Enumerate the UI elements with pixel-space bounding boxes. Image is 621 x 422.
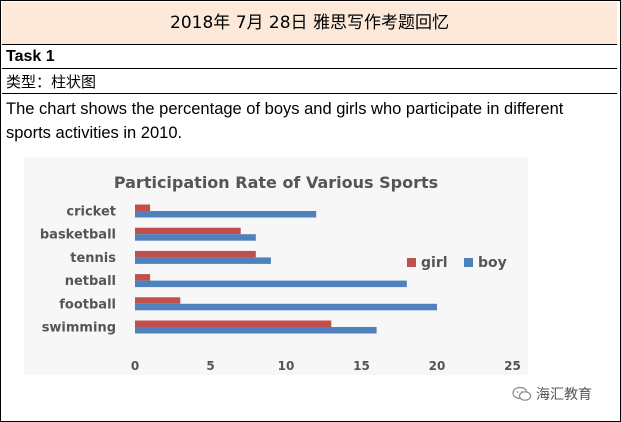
category-label: netball <box>65 274 116 289</box>
chart-image: Participation Rate of Various Sports cri… <box>24 157 528 375</box>
bar-girl-swimming <box>135 320 332 327</box>
x-tick-label: 20 <box>429 359 446 373</box>
x-tick-label: 5 <box>206 359 214 373</box>
x-tick-label: 15 <box>353 359 370 373</box>
legend-swatch-boy <box>464 258 473 267</box>
bar-girl-cricket <box>135 204 151 211</box>
page-title-banner: 2018年 7月 28日 雅思写作考题回忆 <box>2 2 617 45</box>
wechat-icon <box>512 386 532 401</box>
chart-title: Participation Rate of Various Sports <box>114 173 438 192</box>
bar-girl-netball <box>135 274 151 281</box>
question-type: 类型：柱状图 <box>2 70 617 94</box>
chart-background <box>24 157 528 375</box>
category-label: football <box>59 297 116 312</box>
task-heading: Task 1 <box>2 45 617 69</box>
page-title: 2018年 7月 28日 雅思写作考题回忆 <box>170 13 449 33</box>
x-tick-label: 25 <box>504 359 521 373</box>
legend-label-boy: boy <box>478 255 507 271</box>
watermark-text: 海汇教育 <box>536 387 592 403</box>
bar-girl-football <box>135 297 181 304</box>
bar-girl-tennis <box>135 250 256 258</box>
category-label: swimming <box>42 321 116 336</box>
category-label: cricket <box>66 205 116 220</box>
bar-girl-basketball <box>135 227 241 235</box>
bar-boy-basketball <box>135 234 256 241</box>
category-label: tennis <box>70 251 116 266</box>
bar-boy-football <box>135 303 437 311</box>
x-tick-label: 10 <box>278 359 295 373</box>
legend-swatch-girl <box>407 258 416 267</box>
legend-label-girl: girl <box>421 255 448 271</box>
bar-boy-netball <box>135 280 407 288</box>
x-tick-label: 0 <box>131 359 139 373</box>
task-prompt: The chart shows the percentage of boys a… <box>6 100 564 142</box>
category-label: basketball <box>40 228 116 243</box>
bar-boy-swimming <box>135 327 377 334</box>
watermark: 海汇教育 <box>512 384 592 404</box>
bar-chart: Participation Rate of Various Sports cri… <box>24 157 528 375</box>
bar-boy-cricket <box>135 211 317 218</box>
bar-boy-tennis <box>135 257 271 264</box>
